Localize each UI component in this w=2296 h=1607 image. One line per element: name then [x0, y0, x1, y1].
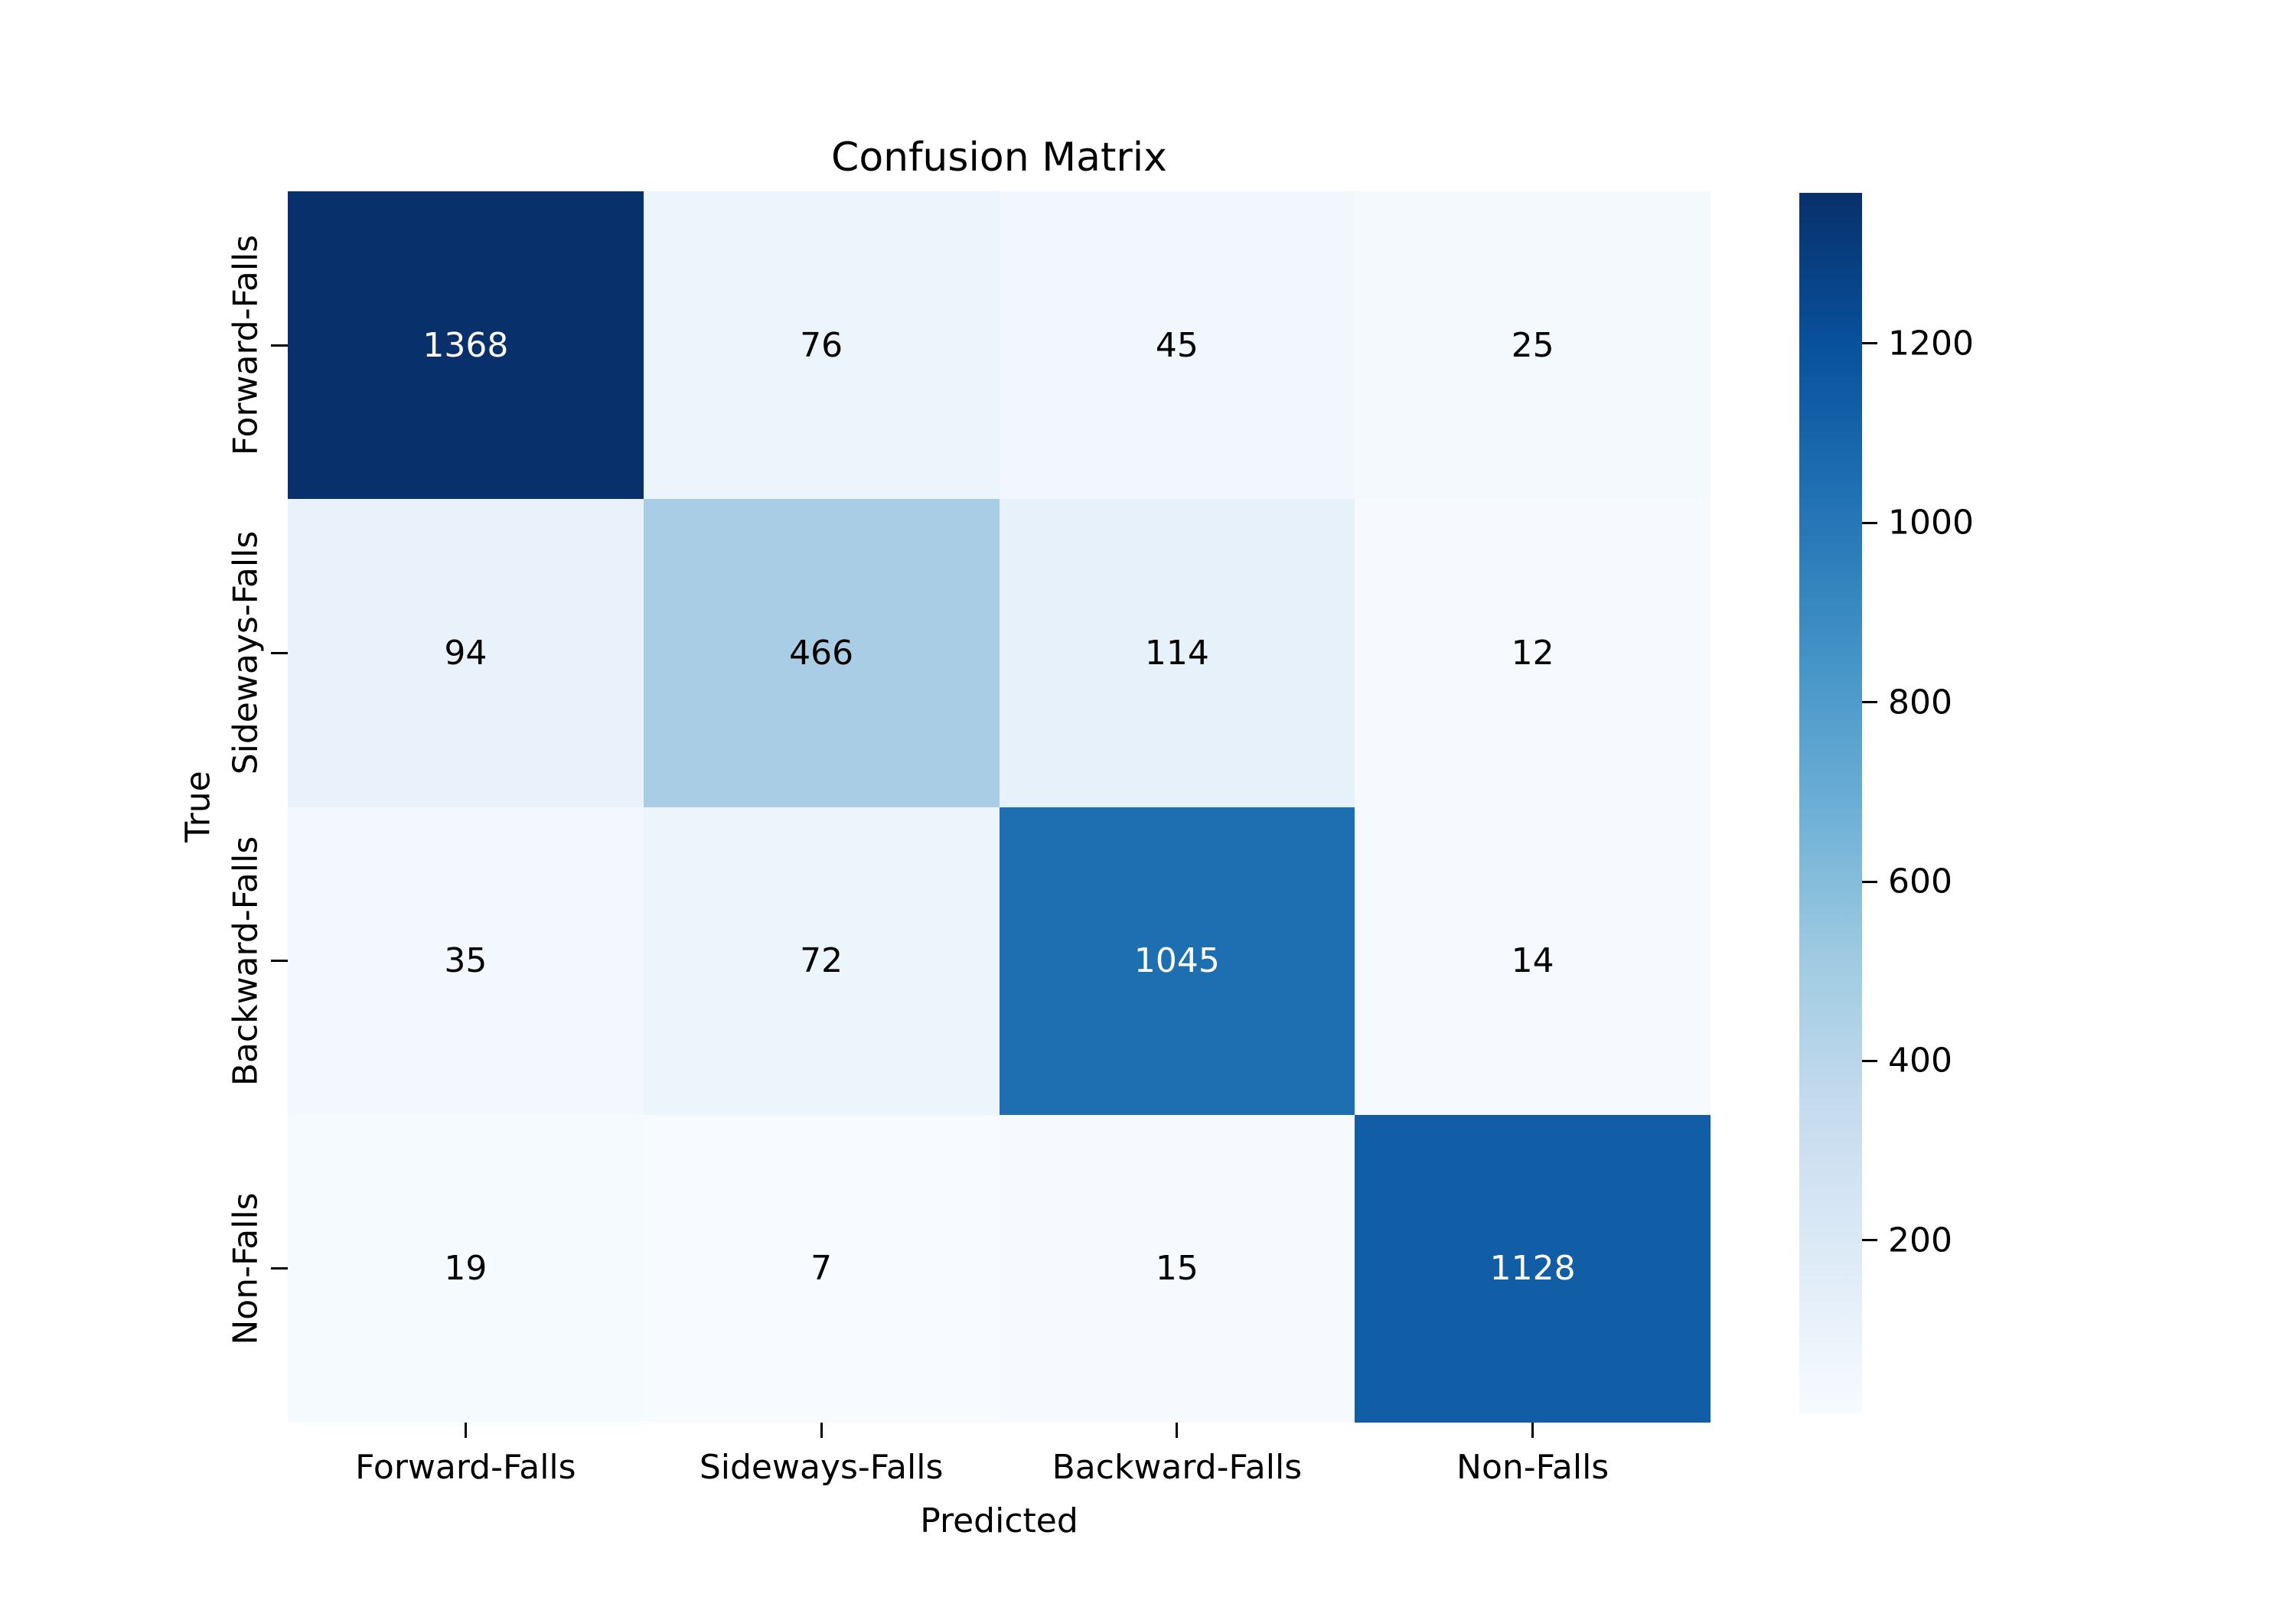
- colorbar-tick-mark: [1862, 1059, 1877, 1062]
- heatmap-cell: 25: [1355, 191, 1711, 500]
- heatmap-cell: 12: [1355, 499, 1711, 807]
- heatmap-cell: 1045: [999, 807, 1355, 1115]
- colorbar: [1799, 193, 1862, 1413]
- y-axis-label: True: [178, 771, 218, 843]
- x-axis-label: Predicted: [920, 1501, 1078, 1540]
- colorbar-tick-label: 1000: [1888, 503, 1974, 543]
- colorbar-tick-label: 200: [1888, 1221, 1952, 1260]
- heatmap-cell: 114: [999, 499, 1355, 807]
- heatmap-cell: 76: [643, 191, 1000, 500]
- y-tick-mark: [271, 651, 288, 654]
- heatmap-cell: 14: [1355, 807, 1711, 1115]
- y-tick-label: Forward-Falls: [226, 234, 266, 456]
- colorbar-tick-mark: [1862, 521, 1877, 524]
- heatmap-cell: 35: [288, 807, 644, 1115]
- y-tick-mark: [271, 960, 288, 963]
- colorbar-tick-mark: [1862, 1239, 1877, 1242]
- heatmap-grid: 1368 76 45 25 94 466 114 12 35 72 1045 14 19 7 15 1128: [288, 191, 1711, 1423]
- colorbar-tick-label: 400: [1888, 1041, 1952, 1081]
- heatmap-cell: 72: [643, 807, 1000, 1115]
- x-tick-mark: [820, 1423, 823, 1438]
- y-tick-label: Sideways-Falls: [226, 531, 266, 775]
- x-tick-label: Non-Falls: [1456, 1448, 1609, 1487]
- y-tick-mark: [271, 1267, 288, 1270]
- colorbar-tick-mark: [1862, 880, 1877, 883]
- x-tick-label: Forward-Falls: [355, 1448, 576, 1487]
- y-tick-mark: [271, 344, 288, 347]
- y-tick-label: Backward-Falls: [226, 836, 266, 1086]
- heatmap-cell: 466: [643, 499, 1000, 807]
- heatmap-cell: 1128: [1355, 1114, 1711, 1423]
- heatmap-cell: 94: [288, 499, 644, 807]
- colorbar-tick-label: 800: [1888, 683, 1952, 722]
- y-tick-label: Non-Falls: [226, 1192, 266, 1345]
- colorbar-tick-label: 600: [1888, 862, 1952, 901]
- colorbar-tick-label: 1200: [1888, 324, 1974, 363]
- heatmap-cell: 19: [288, 1114, 644, 1423]
- x-tick-mark: [464, 1423, 467, 1438]
- colorbar-tick-mark: [1862, 701, 1877, 704]
- heatmap-cell: 45: [999, 191, 1355, 500]
- x-tick-mark: [1531, 1423, 1534, 1438]
- chart-title: Confusion Matrix: [831, 135, 1167, 181]
- x-tick-mark: [1176, 1423, 1179, 1438]
- heatmap-cell: 7: [643, 1114, 1000, 1423]
- heatmap-cell: 1368: [288, 191, 644, 500]
- x-tick-label: Sideways-Falls: [699, 1448, 944, 1487]
- colorbar-tick-mark: [1862, 342, 1877, 345]
- heatmap-cell: 15: [999, 1114, 1355, 1423]
- x-tick-label: Backward-Falls: [1052, 1448, 1303, 1487]
